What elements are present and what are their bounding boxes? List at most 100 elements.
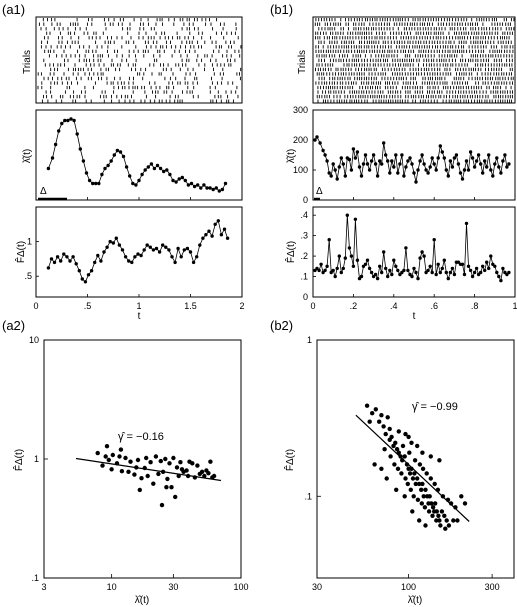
scatter-point	[443, 526, 448, 531]
scatter-point	[400, 443, 406, 449]
data-point	[93, 260, 97, 265]
data-point	[365, 162, 370, 166]
data-point	[157, 250, 162, 254]
scatter-point	[422, 505, 428, 510]
scatter-point	[423, 523, 428, 528]
scatter-point	[100, 463, 105, 468]
data-point	[145, 243, 149, 247]
data-point	[422, 254, 426, 258]
data-point	[432, 238, 436, 242]
data-point	[460, 177, 465, 181]
fano-frame-a1	[35, 206, 243, 298]
data-point	[86, 273, 91, 277]
data-point	[329, 174, 333, 178]
tick-label: 1	[512, 301, 517, 311]
data-point	[462, 168, 467, 172]
data-point	[375, 174, 380, 178]
scatter-point	[195, 463, 200, 468]
data-point	[198, 243, 202, 247]
scatter-point	[403, 431, 408, 437]
panel-label-a2: (a2)	[2, 318, 25, 333]
data-point	[55, 255, 60, 259]
scatter-point	[372, 462, 377, 467]
tick-label: 1	[307, 335, 312, 345]
xlabel-t-b1: t	[413, 311, 416, 322]
tick-label: .1	[304, 491, 312, 501]
scatter-point	[451, 518, 456, 523]
scatter-point	[153, 454, 159, 459]
data-point	[50, 156, 55, 160]
data-point	[59, 259, 63, 263]
data-point	[428, 264, 432, 268]
data-point	[71, 255, 75, 259]
data-point	[170, 255, 174, 259]
scatter-point	[437, 458, 442, 463]
scatter-point	[164, 485, 169, 490]
data-point	[353, 217, 358, 221]
data-point	[149, 162, 154, 166]
data-point	[442, 258, 446, 262]
data-point	[146, 165, 150, 169]
scatter-point	[417, 481, 422, 487]
data-point	[422, 162, 426, 166]
data-point	[416, 168, 420, 172]
tick-label: 1	[27, 237, 32, 247]
scatter-point	[392, 462, 397, 467]
data-point	[124, 165, 129, 169]
data-point	[123, 255, 128, 259]
data-point	[220, 187, 225, 192]
scatter-point	[459, 494, 464, 499]
data-point	[382, 250, 386, 254]
scatter-point	[163, 456, 168, 462]
data-point	[420, 153, 424, 157]
tick-label: .1	[300, 272, 308, 282]
data-point	[503, 153, 507, 157]
scatter-point	[367, 419, 372, 424]
scatter-point	[126, 469, 131, 474]
data-point	[223, 181, 228, 186]
data-point	[388, 171, 392, 175]
data-point	[505, 165, 509, 169]
scatter-point	[419, 501, 424, 506]
data-point	[404, 246, 408, 250]
data-point	[424, 168, 428, 172]
data-point	[436, 262, 440, 266]
data-point	[158, 166, 163, 171]
data-point	[217, 189, 221, 193]
data-point	[167, 248, 171, 252]
scatter-point	[424, 471, 429, 476]
data-point	[474, 159, 479, 163]
data-point	[105, 245, 109, 249]
scatter-point	[139, 476, 144, 481]
ylabel-fano-a2: F̂Δ(t)	[11, 449, 25, 471]
data-point	[466, 168, 471, 172]
data-point	[485, 165, 489, 169]
tick-label: 300	[293, 105, 308, 115]
data-point	[487, 266, 491, 271]
data-point	[222, 227, 227, 231]
data-point	[472, 270, 477, 275]
panel-label-b2: (b2)	[270, 318, 293, 333]
series-line	[48, 219, 228, 283]
data-point	[464, 159, 469, 163]
data-point	[89, 269, 94, 273]
data-point	[367, 168, 372, 172]
scatter-point	[383, 431, 388, 437]
scatter-point	[415, 443, 420, 449]
scatter-point	[432, 481, 437, 487]
data-point	[398, 162, 402, 166]
data-point	[173, 260, 177, 265]
scatter-point	[430, 505, 436, 510]
scatter-point	[417, 462, 423, 467]
ylabel-trials-b1: Trials	[297, 50, 308, 74]
data-point	[74, 262, 78, 266]
scatter-point	[462, 501, 468, 506]
scatter-point	[406, 434, 411, 440]
data-point	[404, 165, 408, 169]
data-point	[321, 148, 325, 153]
data-point	[337, 165, 341, 169]
data-point	[378, 159, 382, 163]
scatter-point	[409, 440, 414, 445]
tick-label: 0	[310, 301, 315, 311]
data-point	[367, 266, 372, 271]
